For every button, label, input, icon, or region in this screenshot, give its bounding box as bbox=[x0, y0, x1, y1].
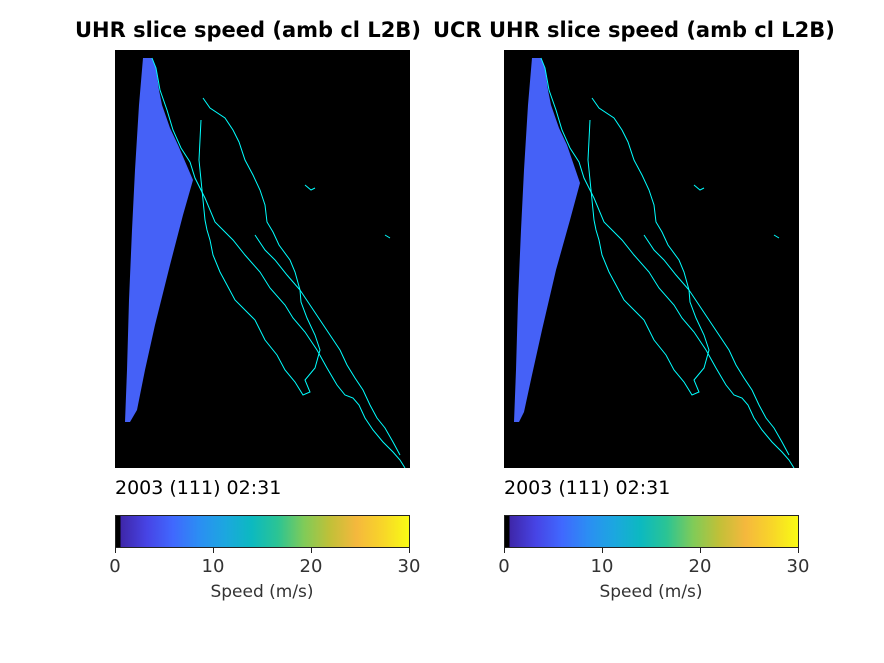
map-right-svg bbox=[514, 57, 795, 468]
timestamp-right: 2003 (111) 02:31 bbox=[504, 477, 671, 499]
map-left-svg bbox=[125, 57, 406, 468]
colorbar-left bbox=[115, 515, 410, 548]
peninsula-coast-right bbox=[587, 97, 710, 396]
colorbar-label-left: Speed (m/s) bbox=[210, 582, 314, 602]
colorbar-ticklabel-right-20: 20 bbox=[688, 556, 712, 577]
colorbar-tick-left-30 bbox=[409, 548, 410, 553]
colorbar-tick-left-10 bbox=[213, 548, 214, 553]
island-left-2 bbox=[384, 234, 391, 239]
coastline-right bbox=[540, 57, 795, 468]
colorbar-right bbox=[504, 515, 799, 548]
speed-swath-right bbox=[514, 58, 580, 422]
island-left bbox=[304, 184, 316, 191]
chart-title-right: UCR UHR slice speed (amb cl L2B) bbox=[433, 18, 835, 42]
gulf-coast-left bbox=[254, 234, 401, 456]
colorbar-tick-right-20 bbox=[700, 548, 701, 553]
colorbar-ticklabel-right-10: 10 bbox=[590, 556, 614, 577]
colorbar-ticklabel-left-20: 20 bbox=[299, 556, 323, 577]
timestamp-left: 2003 (111) 02:31 bbox=[115, 477, 282, 499]
colorbar-tick-left-0 bbox=[115, 548, 116, 553]
speed-swath-left bbox=[125, 58, 193, 422]
colorbar-ticklabel-left-30: 30 bbox=[397, 556, 421, 577]
coastline-left bbox=[151, 57, 406, 468]
colorbar-tick-right-10 bbox=[602, 548, 603, 553]
colorbar-label-right: Speed (m/s) bbox=[599, 582, 703, 602]
colorbar-ticklabel-left-0: 0 bbox=[109, 556, 121, 577]
colorbar-ticklabel-left-10: 10 bbox=[201, 556, 225, 577]
gulf-coast-right bbox=[643, 234, 790, 456]
peninsula-coast-left bbox=[198, 97, 321, 396]
map-panel-left bbox=[115, 50, 410, 468]
map-panel-right bbox=[504, 50, 799, 468]
colorbar-ticklabel-right-30: 30 bbox=[786, 556, 810, 577]
island-right bbox=[693, 184, 705, 191]
island-right-2 bbox=[773, 234, 780, 239]
colorbar-tick-left-20 bbox=[311, 548, 312, 553]
colorbar-ticklabel-right-0: 0 bbox=[498, 556, 510, 577]
colorbar-tick-right-30 bbox=[798, 548, 799, 553]
colorbar-tick-right-0 bbox=[504, 548, 505, 553]
chart-title-left: UHR slice speed (amb cl L2B) bbox=[75, 18, 421, 42]
